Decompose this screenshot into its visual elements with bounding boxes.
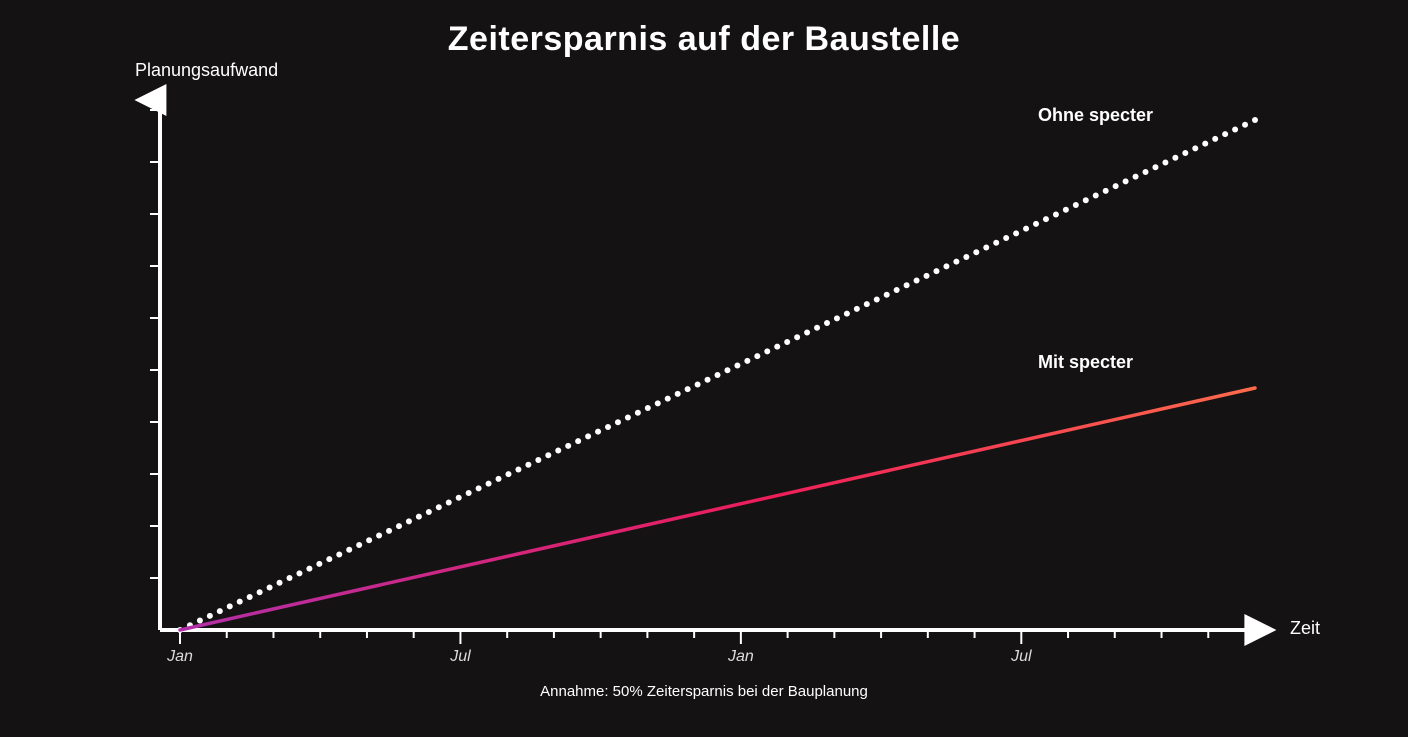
chart-container: { "chart": { "type": "line", "title": "Z…	[0, 0, 1408, 737]
series-group	[177, 117, 1258, 633]
chart-svg	[0, 0, 1408, 737]
